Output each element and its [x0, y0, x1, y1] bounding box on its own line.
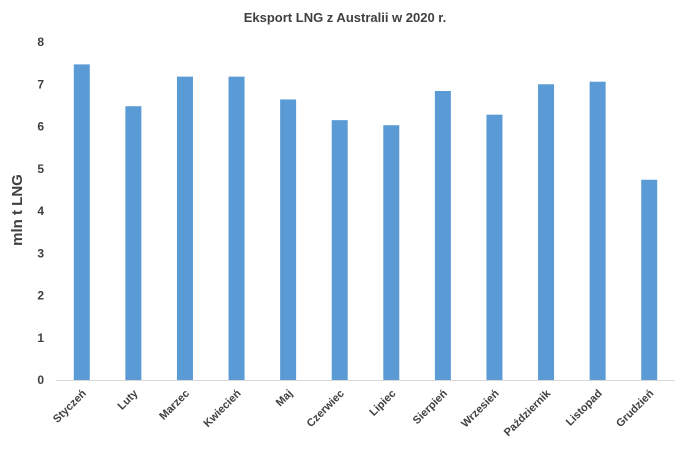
bar [331, 120, 348, 380]
x-tick-label: Sierpień [411, 387, 450, 426]
bar [73, 64, 90, 380]
x-tick-label: Wrzesień [459, 387, 502, 430]
x-tick-label: Grudzień [614, 387, 656, 429]
x-tick-label: Listopad [564, 388, 605, 429]
y-axis-ticks: 0 1 2 3 4 5 6 7 8 [37, 35, 44, 387]
bar [641, 179, 658, 380]
chart-title: Eksport LNG z Australii w 2020 r. [244, 10, 447, 25]
bar [280, 99, 297, 381]
bar [538, 84, 555, 380]
x-tick-label: Lipiec [367, 388, 398, 419]
y-axis-label: mln t LNG [9, 174, 26, 246]
y-tick-label: 8 [37, 35, 44, 49]
y-tick-label: 0 [37, 373, 44, 387]
y-tick-label: 3 [37, 246, 44, 260]
y-tick-label: 7 [37, 77, 44, 91]
y-tick-label: 6 [37, 120, 44, 134]
bar [434, 91, 451, 380]
bars-group [73, 64, 658, 381]
y-tick-label: 4 [37, 204, 44, 218]
bar [176, 76, 193, 381]
x-tick-label: Luty [116, 387, 142, 413]
bar [486, 114, 503, 381]
x-axis-labels: Styczeń Luty Marzec Kwiecień Maj Czerwiec Lipi… [51, 387, 656, 439]
bar [383, 125, 400, 380]
x-tick-label: Kwiecień [201, 387, 243, 429]
y-tick-label: 2 [37, 289, 44, 303]
y-tick-label: 5 [37, 162, 44, 176]
bar [228, 76, 245, 381]
x-tick-label: Czerwiec [305, 388, 347, 430]
x-tick-label: Styczeń [51, 387, 89, 425]
x-tick-label: Maj [274, 388, 295, 409]
y-tick-label: 1 [37, 331, 44, 345]
x-tick-label: Październik [502, 387, 554, 439]
bar [125, 106, 142, 380]
bar [589, 81, 606, 380]
x-tick-label: Marzec [157, 388, 192, 423]
